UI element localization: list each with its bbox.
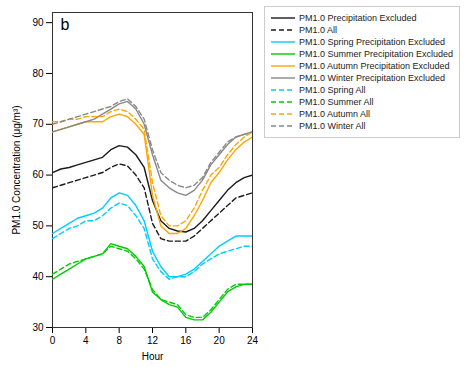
svg-text:Hour: Hour [142,351,164,362]
svg-text:40: 40 [32,271,44,282]
svg-text:16: 16 [180,335,192,346]
html-text:PM1.0 Spring Precipitation Exc: PM1.0 Spring Precipitation Excluded [299,37,446,47]
html-text:PM1.0 Winter Precipitation Exc: PM1.0 Winter Precipitation Excluded [299,73,446,83]
svg-text:90: 90 [32,17,44,28]
html-text:PM1.0 Precipitation Excluded: PM1.0 Precipitation Excluded [299,13,417,23]
html-text:PM1.0 Summer Precipitation Exc: PM1.0 Summer Precipitation Excluded [299,49,454,59]
svg-text:24: 24 [247,335,259,346]
html-text:PM1.0 Summer All: PM1.0 Summer All [299,97,374,107]
svg-text:0: 0 [50,335,56,346]
html-text:PM1.0 Spring All: PM1.0 Spring All [299,85,366,95]
svg-text:30: 30 [32,322,44,333]
svg-text:8: 8 [116,335,122,346]
svg-text:60: 60 [32,169,44,180]
svg-text:12: 12 [147,335,159,346]
svg-text:4: 4 [83,335,89,346]
svg-text:70: 70 [32,118,44,129]
html-text:PM1.0 Winter All: PM1.0 Winter All [299,121,366,131]
html-text:PM1.0 All: PM1.0 All [299,25,337,35]
svg-text:PM1.0 Concentration (μg/m³): PM1.0 Concentration (μg/m³) [11,105,22,234]
svg-text:80: 80 [32,68,44,79]
svg-text:50: 50 [32,220,44,231]
html-text:PM1.0 Autumn Precipitation Exc: PM1.0 Autumn Precipitation Excluded [299,61,450,71]
html-text:PM1.0 Autumn All: PM1.0 Autumn All [299,109,370,119]
svg-text:20: 20 [214,335,226,346]
svg-text:b: b [61,16,70,33]
